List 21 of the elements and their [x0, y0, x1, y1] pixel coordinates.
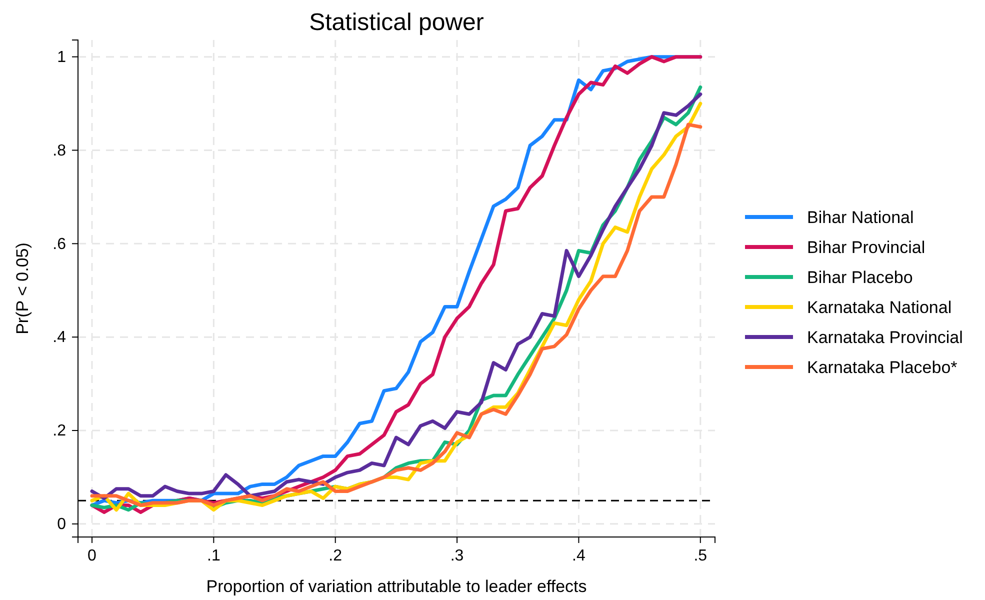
x-tick-label: .5 — [694, 547, 708, 564]
y-tick-label: 1 — [57, 48, 66, 66]
legend-label: Bihar Provincial — [807, 238, 926, 257]
y-tick-label: .8 — [52, 142, 66, 160]
x-tick-label: .2 — [328, 547, 342, 564]
x-tick-label: .1 — [207, 547, 220, 564]
legend-label: Karnataka Provincial — [807, 328, 963, 347]
y-tick-label: .2 — [52, 422, 66, 440]
y-axis-title: Pr(P < 0.05) — [13, 242, 32, 334]
y-tick-label: .6 — [52, 236, 66, 253]
x-tick-label: 0 — [88, 547, 97, 564]
chart-title: Statistical power — [309, 9, 484, 36]
legend-label: Bihar Placebo — [807, 268, 913, 287]
x-tick-label: .4 — [572, 547, 586, 564]
legend-label: Karnataka Placebo* — [807, 358, 958, 377]
x-tick-label: .3 — [450, 547, 464, 564]
legend-label: Karnataka National — [807, 298, 952, 317]
y-tick-label: 0 — [57, 516, 66, 534]
legend-label: Bihar National — [807, 208, 914, 227]
x-axis-title: Proportion of variation attributable to leader effects — [206, 577, 587, 596]
y-tick-label: .4 — [52, 329, 66, 346]
